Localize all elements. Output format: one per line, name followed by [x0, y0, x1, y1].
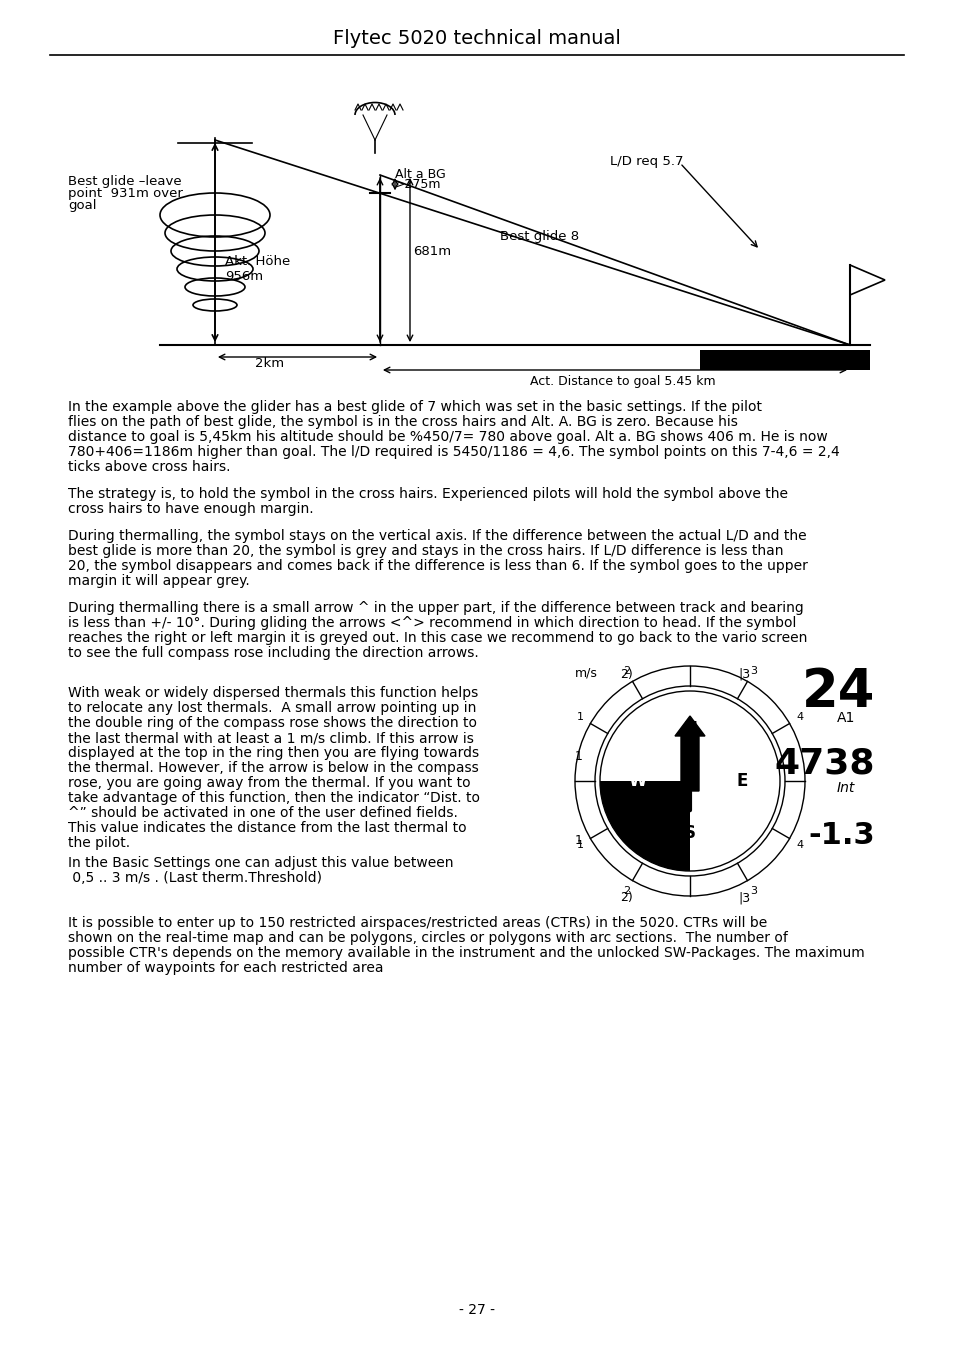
Text: This value indicates the distance from the last thermal to: This value indicates the distance from t…: [68, 821, 466, 836]
Text: number of waypoints for each restricted area: number of waypoints for each restricted …: [68, 961, 383, 975]
Text: In the Basic Settings one can adjust this value between: In the Basic Settings one can adjust thi…: [68, 856, 453, 869]
Text: to relocate any lost thermals.  A small arrow pointing up in: to relocate any lost thermals. A small a…: [68, 701, 476, 716]
Bar: [700, 350, 869, 370]
Text: goal: goal: [68, 198, 96, 212]
Text: 4: 4: [796, 713, 802, 722]
Text: A1: A1: [836, 711, 854, 725]
Wedge shape: [599, 782, 689, 871]
Text: displayed at the top in the ring then you are flying towards: displayed at the top in the ring then yo…: [68, 747, 478, 760]
Text: 956m: 956m: [225, 270, 263, 284]
Text: E: E: [736, 772, 747, 790]
Text: ^” should be activated in one of the user defined fields.: ^” should be activated in one of the use…: [68, 806, 457, 819]
Text: 0,5 .. 3 m/s . (Last therm.Threshold): 0,5 .. 3 m/s . (Last therm.Threshold): [68, 871, 322, 886]
Text: The strategy is, to hold the symbol in the cross hairs. Experienced pilots will : The strategy is, to hold the symbol in t…: [68, 487, 787, 501]
Text: Best glide –leave: Best glide –leave: [68, 176, 181, 188]
Text: 780+406=1186m higher than goal. The l/D required is 5450/1186 = 4,6. The symbol : 780+406=1186m higher than goal. The l/D …: [68, 446, 839, 459]
Text: >275m: >275m: [395, 178, 441, 190]
Text: 2: 2: [622, 666, 629, 676]
Text: distance to goal is 5,45km his altitude should be %450/7= 780 above goal. Alt a.: distance to goal is 5,45km his altitude …: [68, 431, 827, 444]
Text: 2km: 2km: [255, 356, 284, 370]
Text: Best glide 8: Best glide 8: [499, 230, 578, 243]
FancyArrow shape: [675, 716, 704, 791]
Text: margin it will appear grey.: margin it will appear grey.: [68, 574, 250, 589]
Text: the pilot.: the pilot.: [68, 836, 130, 850]
Text: Akt. Höhe: Akt. Höhe: [225, 255, 290, 269]
Text: 24: 24: [801, 666, 874, 718]
Text: best glide is more than 20, the symbol is grey and stays in the cross hairs. If : best glide is more than 20, the symbol i…: [68, 544, 782, 558]
Text: It is possible to enter up to 150 restricted airspaces/restricted areas (CTRs) i: It is possible to enter up to 150 restri…: [68, 917, 766, 930]
Text: possible CTR's depends on the memory available in the instrument and the unlocke: possible CTR's depends on the memory ava…: [68, 946, 863, 960]
Text: the last thermal with at least a 1 m/s climb. If this arrow is: the last thermal with at least a 1 m/s c…: [68, 730, 474, 745]
Text: cross hairs to have enough margin.: cross hairs to have enough margin.: [68, 502, 314, 516]
Text: 20, the symbol disappears and comes back if the difference is less than 6. If th: 20, the symbol disappears and comes back…: [68, 559, 807, 572]
Text: |3: |3: [738, 668, 749, 680]
Text: 1: 1: [576, 840, 583, 849]
Text: reaches the right or left margin it is greyed out. In this case we recommend to : reaches the right or left margin it is g…: [68, 630, 806, 645]
Text: 4738: 4738: [774, 747, 874, 780]
Text: the double ring of the compass rose shows the direction to: the double ring of the compass rose show…: [68, 716, 476, 730]
Text: rose, you are going away from the thermal. If you want to: rose, you are going away from the therma…: [68, 776, 470, 790]
Wedge shape: [599, 782, 689, 871]
Text: m/s: m/s: [575, 666, 598, 679]
Text: Int: Int: [836, 782, 854, 795]
Text: - 27 -: - 27 -: [458, 1303, 495, 1318]
Text: With weak or widely dispersed thermals this function helps: With weak or widely dispersed thermals t…: [68, 686, 477, 701]
Text: |3: |3: [738, 891, 749, 904]
Text: 2: 2: [622, 886, 629, 896]
Text: point  931m over: point 931m over: [68, 188, 183, 200]
Text: Alt a BG: Alt a BG: [395, 167, 445, 181]
Text: 4: 4: [796, 840, 802, 849]
Text: 1: 1: [576, 713, 583, 722]
Circle shape: [599, 691, 780, 871]
Text: take advantage of this function, then the indicator “Dist. to: take advantage of this function, then th…: [68, 791, 479, 805]
Text: is less than +/- 10°. During gliding the arrows <^> recommend in which direction: is less than +/- 10°. During gliding the…: [68, 616, 796, 630]
Text: 1: 1: [575, 834, 582, 848]
Text: 3: 3: [749, 666, 757, 676]
Text: During thermalling there is a small arrow ^ in the upper part, if the difference: During thermalling there is a small arro…: [68, 601, 803, 616]
Text: During thermalling, the symbol stays on the vertical axis. If the difference bet: During thermalling, the symbol stays on …: [68, 529, 806, 543]
Text: S: S: [683, 824, 696, 842]
Text: N: N: [682, 720, 697, 738]
Text: the thermal. However, if the arrow is below in the compass: the thermal. However, if the arrow is be…: [68, 761, 478, 775]
Text: 2): 2): [619, 891, 632, 904]
Text: 2): 2): [619, 668, 632, 680]
Text: Act. Distance to goal 5.45 km: Act. Distance to goal 5.45 km: [530, 375, 715, 387]
Text: flies on the path of best glide, the symbol is in the cross hairs and Alt. A. BG: flies on the path of best glide, the sym…: [68, 414, 737, 429]
Text: Flytec 5020 technical manual: Flytec 5020 technical manual: [333, 28, 620, 47]
Text: ticks above cross hairs.: ticks above cross hairs.: [68, 460, 231, 474]
Text: L/D req 5.7: L/D req 5.7: [609, 155, 682, 167]
Text: In the example above the glider has a best glide of 7 which was set in the basic: In the example above the glider has a be…: [68, 400, 761, 414]
Text: 3: 3: [749, 886, 757, 896]
Text: W: W: [628, 772, 646, 790]
Text: 681m: 681m: [413, 244, 451, 258]
Text: to see the full compass rose including the direction arrows.: to see the full compass rose including t…: [68, 647, 478, 660]
Text: shown on the real-time map and can be polygons, circles or polygons with arc sec: shown on the real-time map and can be po…: [68, 931, 787, 945]
Text: -1.3: -1.3: [807, 821, 874, 850]
Text: 1: 1: [575, 749, 582, 763]
